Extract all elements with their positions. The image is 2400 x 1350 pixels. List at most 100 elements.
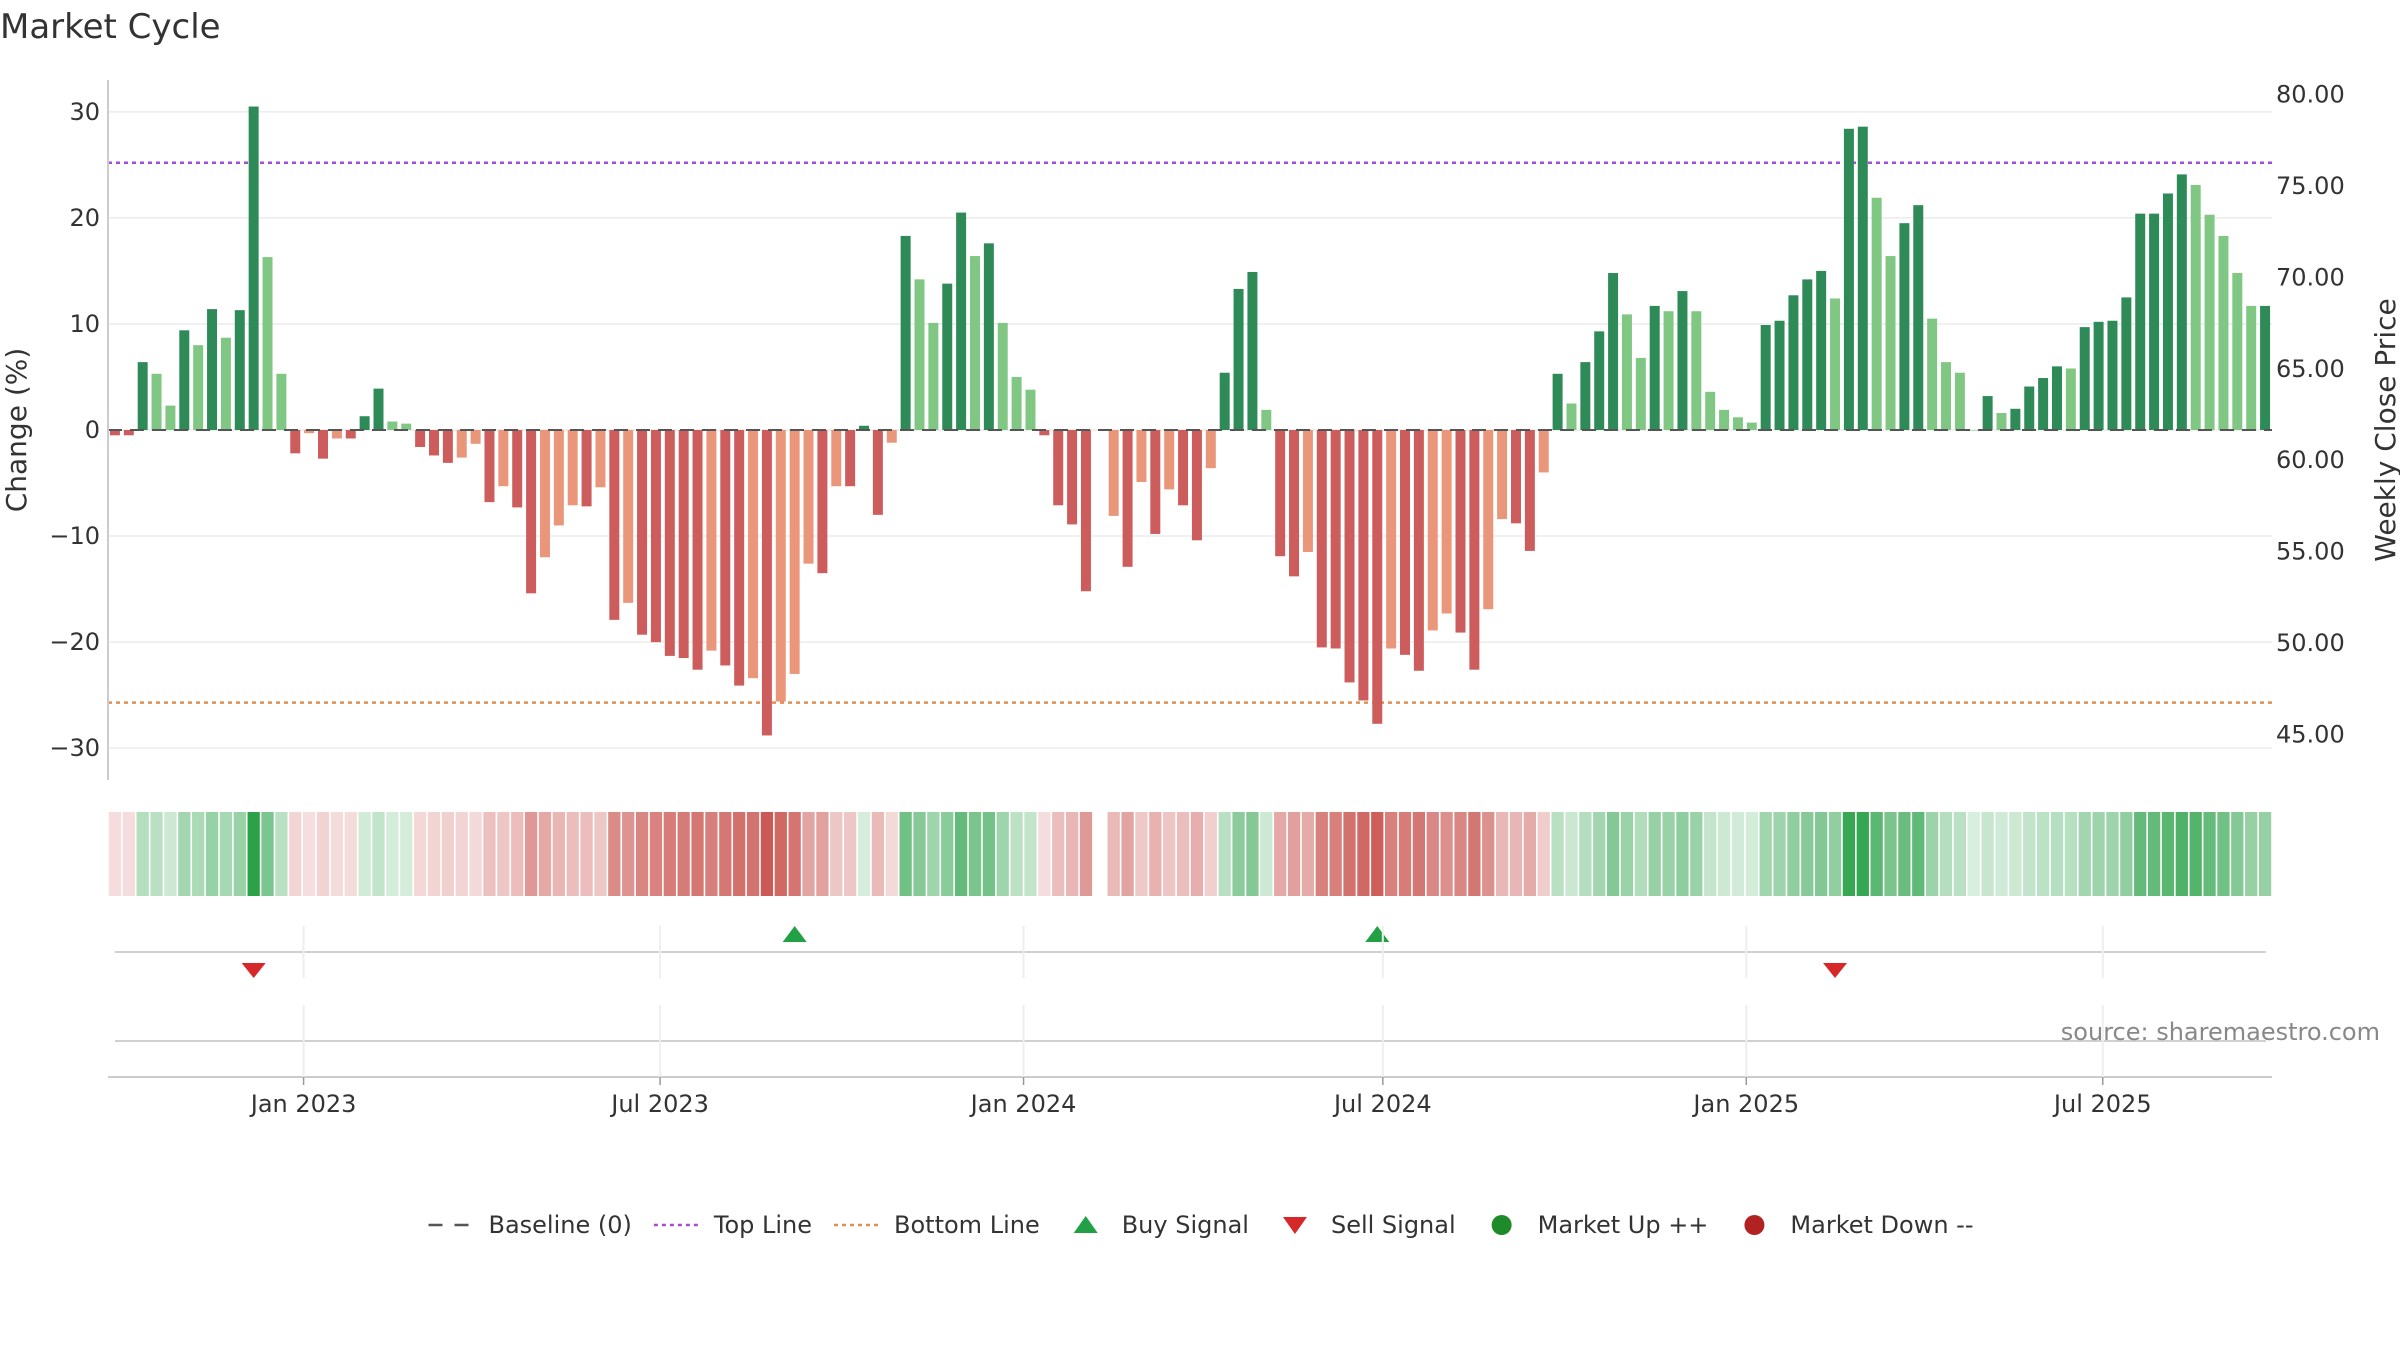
bar: [845, 430, 856, 487]
bar: [1386, 430, 1397, 649]
heat-cell: [580, 812, 593, 896]
heat-cell: [122, 812, 135, 896]
heat-cell: [802, 812, 815, 896]
bar: [2218, 235, 2229, 430]
heat-cell: [2189, 812, 2202, 896]
heat-cell: [1606, 812, 1620, 896]
heat-cell: [1953, 812, 1967, 896]
heat-cell: [1690, 812, 1703, 896]
heat-cell: [538, 812, 552, 896]
bar: [1455, 430, 1466, 633]
bar: [1247, 271, 1258, 430]
heat-cell: [1828, 812, 1842, 896]
bar: [734, 430, 745, 686]
buy-signal-marker: [1365, 926, 1390, 942]
heat-cell: [1787, 812, 1800, 896]
right-axis-label: Weekly Close Price: [2369, 298, 2400, 561]
bar: [1816, 270, 1827, 430]
heat-cell: [871, 812, 885, 896]
heat-cell: [303, 812, 316, 896]
heat-cell: [344, 812, 357, 896]
x-tick-label: Jul 2023: [609, 1090, 709, 1118]
legend-label: Sell Signal: [1331, 1211, 1456, 1239]
bar: [1261, 409, 1272, 430]
y-tick-label: −30: [49, 734, 100, 762]
y-tick-label: −10: [49, 522, 100, 550]
y-tick-label: 20: [69, 204, 100, 232]
heat-cell: [427, 812, 441, 896]
heat-cell: [566, 812, 579, 896]
bar: [581, 430, 592, 507]
bar: [1219, 372, 1230, 430]
bar: [678, 430, 689, 659]
heat-cell: [1260, 812, 1273, 896]
heat-cell: [400, 812, 413, 896]
heat-cell: [941, 812, 954, 896]
heat-cell: [1593, 812, 1606, 896]
heat-cell: [1773, 812, 1786, 896]
heat-cell: [1995, 812, 2008, 896]
x-tick-label: Jan 2025: [1691, 1090, 1799, 1118]
buy-signal-marker: [782, 926, 807, 942]
heat-cell: [1884, 812, 1897, 896]
bar: [1968, 430, 1979, 431]
bar: [1954, 372, 1965, 430]
bar: [179, 330, 190, 430]
bar: [1857, 126, 1868, 431]
heat-cell: [1620, 812, 1634, 896]
heat-cell: [1704, 812, 1717, 896]
bar: [2093, 321, 2104, 430]
heat-cell: [746, 812, 760, 896]
bar: [151, 373, 162, 430]
bar: [1080, 430, 1091, 592]
bar: [997, 322, 1008, 430]
bar: [1608, 273, 1619, 430]
left-axis-ticks: 30 20 10 0 −10 −20 −30: [49, 98, 100, 762]
bar: [387, 421, 398, 430]
y-tick-label: 30: [69, 98, 100, 126]
heat-cell: [844, 812, 857, 896]
heat-cell: [2120, 812, 2133, 896]
heat-cell: [483, 812, 496, 896]
legend-label: Top Line: [713, 1211, 812, 1239]
bar: [1469, 430, 1480, 670]
bar: [637, 430, 648, 635]
bar: [2135, 213, 2146, 430]
heat-cell: [1232, 812, 1245, 896]
heat-cell: [2175, 812, 2188, 896]
bar: [1996, 413, 2007, 430]
heat-cell: [219, 812, 233, 896]
heat-cell: [330, 812, 344, 896]
bar: [2260, 305, 2271, 430]
bar: [484, 430, 495, 503]
heat-cell: [2217, 812, 2230, 896]
bar: [1552, 373, 1563, 430]
heat-cell: [1731, 812, 1745, 896]
y2-tick-label: 50.00: [2276, 629, 2345, 657]
bar: [1802, 279, 1813, 430]
x-tick-label: Jul 2025: [2052, 1090, 2152, 1118]
bar: [2246, 305, 2257, 430]
bar: [1746, 422, 1757, 430]
bar: [1413, 430, 1424, 671]
legend-swatch-dot: [1744, 1215, 1765, 1235]
heat-cell: [2161, 812, 2175, 896]
bar: [969, 256, 980, 430]
heat-cell: [649, 812, 663, 896]
bar: [664, 430, 675, 656]
bar: [262, 257, 273, 430]
heat-cell: [2023, 812, 2036, 896]
heat-cell: [247, 812, 260, 896]
heat-cell: [719, 812, 732, 896]
heat-cell: [1565, 812, 1578, 896]
bar: [1178, 430, 1189, 506]
heat-cell: [1426, 812, 1439, 896]
heat-cell: [2258, 812, 2272, 896]
heat-cell: [622, 812, 635, 896]
heat-cell: [1079, 812, 1093, 896]
bar: [1497, 430, 1508, 520]
bar: [1122, 430, 1133, 567]
heat-cell: [2245, 812, 2258, 896]
bar: [553, 430, 564, 526]
bar: [775, 430, 786, 702]
